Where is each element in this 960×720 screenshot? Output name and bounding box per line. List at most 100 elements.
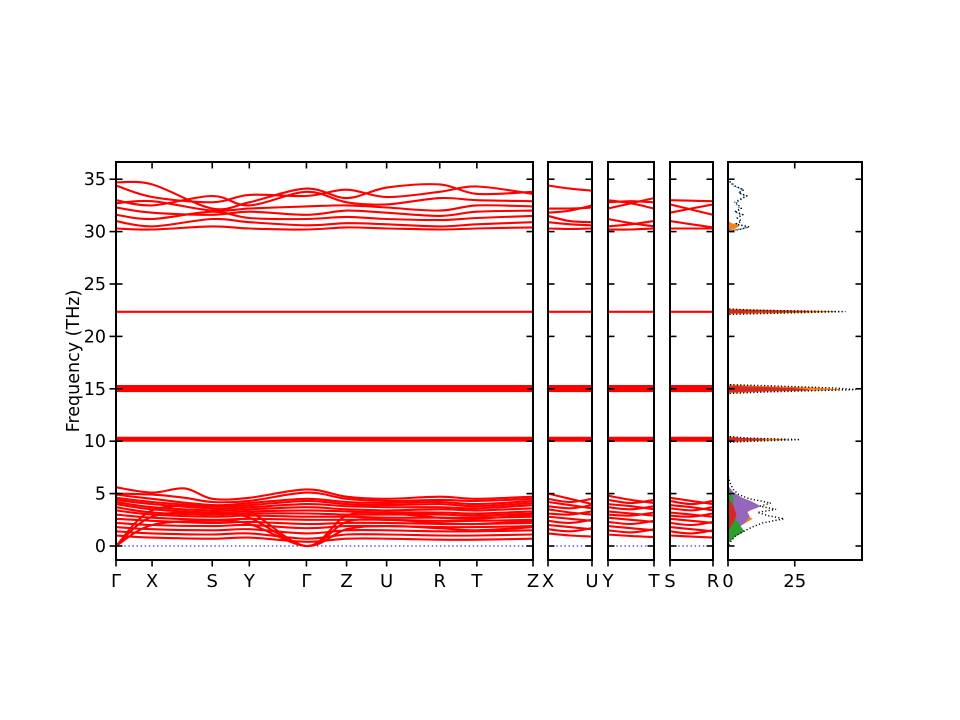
band-line	[608, 227, 654, 231]
band-line	[116, 506, 533, 517]
band-line	[608, 200, 654, 204]
band-line	[116, 493, 533, 507]
panel-frame-SR	[669, 161, 714, 561]
band-line	[548, 227, 592, 231]
kpoint-label: T	[470, 571, 483, 592]
band-line	[608, 505, 654, 511]
band-line	[548, 214, 592, 224]
band-line	[548, 497, 592, 504]
y-tick-label: 20	[84, 327, 106, 347]
band-line	[670, 199, 713, 203]
partial-dos-red-curve	[728, 309, 809, 532]
band-line	[670, 504, 713, 512]
band-line	[548, 184, 592, 192]
band-line	[608, 498, 654, 505]
band-line	[116, 225, 533, 231]
band-line	[116, 496, 533, 508]
dos-tick-label: 25	[783, 571, 806, 592]
band-line	[116, 530, 533, 540]
band-line	[116, 517, 533, 526]
band-line	[116, 526, 533, 535]
band-line	[116, 521, 533, 530]
band-line	[116, 217, 533, 228]
kpoint-label: R	[707, 571, 720, 592]
partial-dos-blue-curve	[728, 180, 749, 232]
band-line	[670, 534, 713, 539]
band-line	[548, 221, 592, 227]
band-line	[608, 511, 654, 517]
band-line	[608, 494, 654, 505]
kpoint-label: Y	[602, 571, 615, 592]
kpoint-label: S	[207, 571, 218, 592]
kpoint-label: U	[380, 571, 393, 592]
band-line	[116, 206, 533, 217]
kpoint-label: Z	[340, 571, 352, 592]
y-tick-label: 25	[84, 275, 106, 295]
band-line	[670, 220, 713, 229]
band-line	[608, 220, 654, 228]
band-line	[116, 210, 533, 222]
band-line	[670, 511, 713, 518]
kpoint-label: Γ	[301, 571, 311, 592]
band-line	[670, 203, 713, 214]
band-line	[548, 204, 592, 214]
y-axis-label: Frequency (THz)	[64, 289, 84, 433]
y-tick-label: 0	[95, 537, 106, 557]
y-tick-label: 30	[84, 223, 106, 243]
y-tick-label: 35	[84, 170, 106, 190]
band-line	[116, 513, 533, 522]
band-line	[548, 532, 592, 538]
kpoint-label: T	[648, 571, 661, 592]
band-line	[116, 500, 533, 512]
band-line	[548, 508, 592, 516]
band-line	[608, 217, 654, 228]
y-tick-label: 15	[84, 380, 106, 400]
band-line	[608, 533, 654, 539]
band-line	[548, 492, 592, 506]
band-line	[548, 504, 592, 510]
band-line	[670, 512, 713, 518]
band-line	[116, 534, 533, 543]
kpoint-label: Y	[243, 571, 256, 592]
band-line	[608, 510, 654, 517]
band-line	[670, 499, 713, 506]
band-line	[608, 528, 654, 534]
partial-dos-orange-curve	[728, 220, 841, 543]
band-line	[548, 206, 592, 210]
panel-frame-YT	[607, 161, 655, 561]
total-dos-curve	[728, 179, 857, 549]
band-line	[116, 190, 533, 207]
kpoint-label: X	[146, 571, 158, 592]
band-line	[548, 510, 592, 516]
y-tick-label: 5	[95, 485, 106, 505]
band-line	[548, 500, 592, 510]
band-line	[670, 520, 713, 527]
y-tick-label: 10	[84, 432, 106, 452]
band-line	[116, 498, 533, 510]
kpoint-label: R	[434, 571, 447, 592]
band-line	[116, 486, 533, 501]
band-line	[116, 509, 533, 519]
band-line	[608, 519, 654, 526]
band-line	[116, 491, 533, 504]
kpoint-label: X	[542, 571, 554, 592]
band-line	[116, 199, 533, 212]
band-line	[548, 518, 592, 524]
band-line	[670, 506, 713, 512]
kpoint-label: S	[664, 571, 675, 592]
band-line	[608, 503, 654, 511]
panel-frame-XU	[547, 161, 593, 561]
dos-tick-label: 0	[722, 571, 733, 592]
kpoint-label: Z	[527, 571, 539, 592]
band-line	[670, 203, 713, 216]
kpoint-label: U	[585, 571, 598, 592]
band-line	[670, 496, 713, 506]
panel-frame-main	[115, 161, 534, 561]
band-line	[670, 529, 713, 535]
kpoint-label: Γ	[111, 571, 121, 592]
band-line	[548, 527, 592, 533]
band-line	[116, 503, 533, 515]
band-line	[608, 197, 654, 210]
